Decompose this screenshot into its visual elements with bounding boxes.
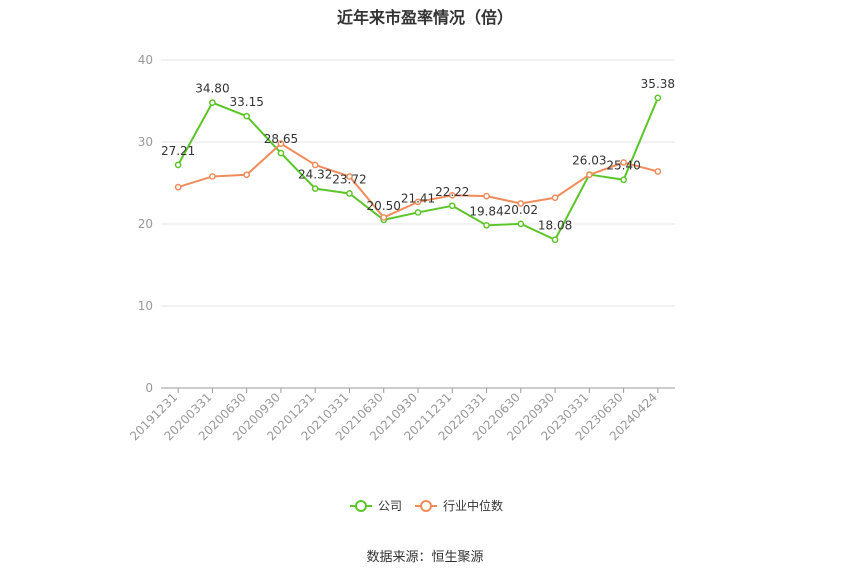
data-point [243, 112, 251, 120]
data-point [380, 214, 388, 221]
legend-item-industry: 行业中位数 [415, 498, 503, 513]
data-point [517, 220, 525, 228]
y-tick-label: 10 [138, 299, 153, 313]
data-point [174, 183, 182, 191]
legend-label: 行业中位数 [443, 498, 503, 513]
data-point [311, 185, 319, 192]
grid-lines [161, 59, 675, 307]
data-label: 19.84 [469, 204, 503, 218]
data-label: 18.08 [538, 219, 572, 233]
legend-marker-icon [420, 500, 432, 512]
y-tick-label: 0 [145, 381, 153, 395]
data-label: 27.21 [161, 144, 195, 158]
data-point [414, 198, 422, 206]
y-tick-label: 20 [138, 217, 153, 231]
data-label: 20.02 [504, 203, 538, 217]
data-label: 34.80 [195, 82, 229, 96]
data-label: 33.15 [229, 95, 263, 109]
data-label: 23.72 [332, 172, 366, 186]
data-point [483, 221, 490, 229]
data-label: 28.65 [264, 132, 298, 146]
data-label: 24.32 [298, 168, 332, 182]
data-point [346, 190, 353, 197]
data-point [277, 140, 285, 147]
series-line-company [177, 97, 659, 241]
data-label: 22.22 [435, 185, 469, 199]
y-tick-label: 40 [138, 53, 153, 67]
data-point [551, 236, 559, 244]
data-point [551, 194, 559, 202]
data-point [346, 173, 353, 180]
data-point [174, 161, 182, 169]
data-point [414, 209, 422, 216]
legend-label: 公司 [378, 499, 402, 513]
data-point [277, 149, 285, 157]
legend: 公司 行业中位数 [350, 498, 503, 513]
data-point [517, 200, 525, 207]
chart-title: 近年来市盈率情况（倍） [336, 8, 513, 27]
data-point [209, 173, 216, 180]
data-point [448, 202, 456, 210]
data-point [243, 171, 251, 179]
data-label: 25.40 [606, 159, 640, 173]
data-point [654, 168, 662, 175]
axes: 0102030402019123120200331202006302020093… [127, 53, 675, 443]
data-label: 26.03 [572, 154, 606, 168]
data-point [311, 161, 319, 169]
series-lines [174, 94, 662, 244]
data-point [620, 159, 627, 166]
source-note: 数据来源：恒生聚源 [366, 550, 484, 565]
data-point [209, 99, 216, 106]
data-label: 20.50 [367, 199, 401, 213]
data-point [483, 192, 490, 200]
legend-item-company: 公司 [350, 499, 402, 513]
data-label: 35.38 [641, 77, 675, 91]
legend-marker-icon [355, 500, 367, 512]
data-point [448, 191, 456, 199]
y-tick-label: 30 [138, 135, 153, 149]
data-label: 21.41 [401, 191, 435, 205]
data-point [654, 94, 662, 102]
data-point [585, 171, 593, 179]
data-point [620, 176, 627, 184]
